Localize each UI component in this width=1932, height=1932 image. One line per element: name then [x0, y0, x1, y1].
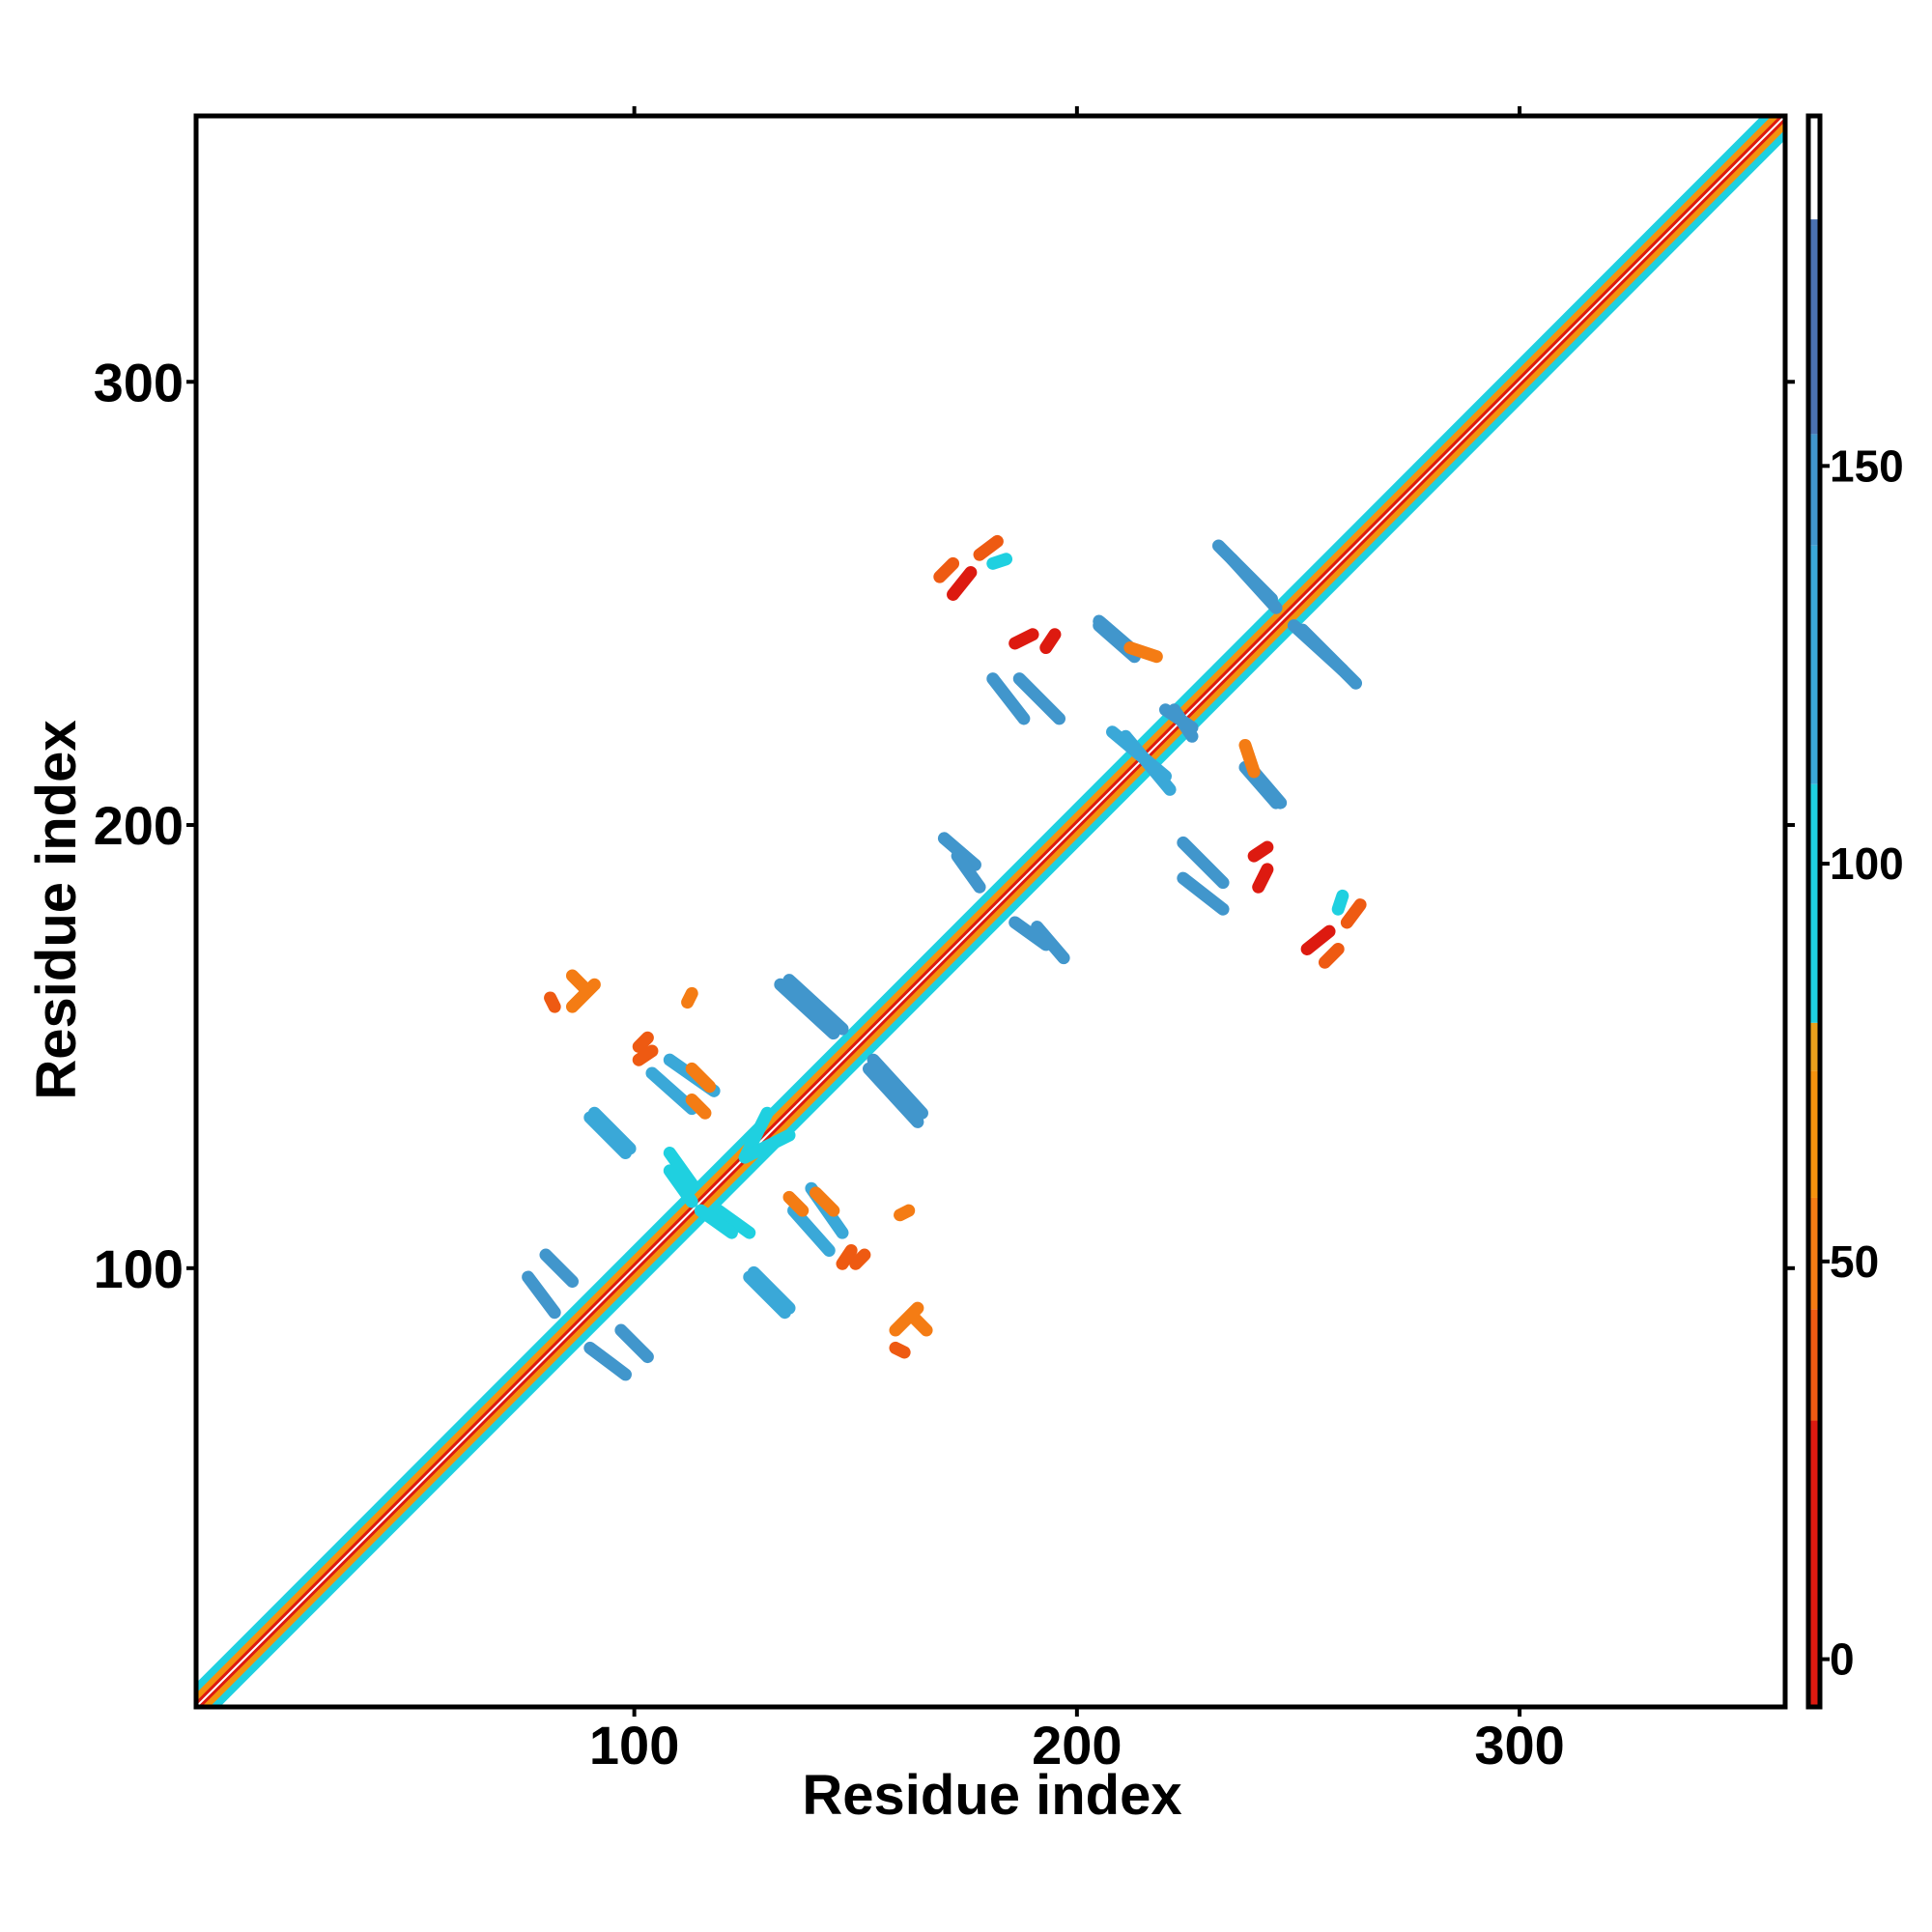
- contact-segment-14: [544, 991, 561, 1013]
- contact-segment-mirror-26: [1340, 898, 1367, 929]
- contact-segment-0: [583, 1341, 632, 1381]
- colorbar-band-9: [1808, 116, 1820, 220]
- diagonal-band-2: [196, 116, 1781, 1701]
- colorbar-band-2: [1808, 1197, 1820, 1310]
- colorbar-tick-label: 50: [1830, 1236, 1879, 1287]
- colorbar-frame: [1805, 113, 1823, 1710]
- contact-segment-7: [663, 1164, 698, 1208]
- contact-segment-22: [1177, 836, 1230, 890]
- colorbar-band-4: [1808, 1022, 1820, 1071]
- contact-segment-mirror-27: [1252, 863, 1274, 894]
- contact-segment-mirror-14: [889, 1341, 911, 1359]
- y-tick-label: 100: [94, 1238, 184, 1299]
- x-axis-label: Residue index: [802, 1764, 1181, 1827]
- colorbar-band-0: [1808, 1420, 1820, 1707]
- contact-segment-8: [587, 1106, 637, 1155]
- contact-segment-10: [685, 1093, 712, 1120]
- contact-segment-mirror-24: [1225, 553, 1283, 614]
- contact-segment-mirror-25: [1318, 942, 1345, 969]
- axes: 100 200 300 100 200 300: [94, 106, 1795, 1776]
- contact-segment-mirror-19: [1106, 725, 1172, 783]
- contact-segment-9: [645, 1066, 698, 1116]
- contact-segment-mirror-6: [685, 1062, 717, 1094]
- colorbar-band-1: [1808, 1309, 1820, 1421]
- contact-segment-mirror-30: [1039, 628, 1062, 655]
- contact-segment-mirror-17: [1177, 871, 1230, 916]
- colorbar-band-7: [1808, 434, 1820, 546]
- contact-segment-11: [862, 1062, 924, 1128]
- contact-segment-12: [782, 974, 849, 1036]
- contact-segment-mirror-16: [951, 849, 986, 894]
- diagonal-core: [196, 116, 1785, 1707]
- colorbar-tick-label: 100: [1830, 838, 1904, 889]
- x-tick-label: 300: [1474, 1715, 1564, 1776]
- contact-segment-mirror-20: [1158, 703, 1199, 734]
- contact-segment-32: [894, 1204, 916, 1222]
- diagonal-band-3: [200, 122, 1785, 1707]
- contact-segment-33: [849, 1248, 871, 1270]
- contact-segment-mirror-29: [986, 553, 1013, 570]
- y-axis-label: Residue index: [25, 720, 88, 1099]
- x-tick-label: 100: [589, 1715, 679, 1776]
- contact-segment-mirror-13: [906, 1310, 933, 1337]
- colorbar-tick-label: 150: [1830, 440, 1904, 491]
- diagonal-band-0: [196, 116, 1775, 1692]
- y-tick-label: 200: [94, 795, 184, 856]
- diagonal-band-1: [207, 130, 1785, 1707]
- colorbar-band-8: [1808, 219, 1820, 435]
- contact-segment-31: [1238, 738, 1261, 779]
- contact-segment-mirror-12: [867, 1053, 928, 1120]
- contact-segment-26: [973, 534, 1004, 561]
- contact-segment-mirror-28: [947, 566, 978, 601]
- contact-segment-25: [933, 556, 960, 583]
- heatmap-cells: [196, 116, 1785, 1707]
- colorbar-band-3: [1808, 1070, 1820, 1198]
- contact-segment-24: [1287, 619, 1350, 676]
- y-tick-label: 300: [94, 352, 184, 412]
- plot-frame: [193, 113, 1788, 1710]
- contact-segment-28: [1300, 924, 1336, 955]
- contact-segment-mirror-31: [1123, 641, 1163, 664]
- contact-segment-1: [539, 1248, 579, 1289]
- contact-segment-17: [986, 672, 1031, 725]
- colorbar-tick-label: 0: [1830, 1634, 1855, 1685]
- contact-segment-29: [1331, 889, 1350, 916]
- contact-segment-mirror-8: [747, 1265, 796, 1315]
- contact-segment-mirror-1: [614, 1323, 654, 1364]
- heatmap-plot-area: [196, 116, 1785, 1707]
- contact-segment-mirror-34: [836, 1243, 858, 1270]
- contact-segment-mirror-9: [787, 1204, 836, 1257]
- contact-segment-mirror-22: [1012, 672, 1066, 725]
- colorbar-band-6: [1808, 545, 1820, 784]
- contact-segment-34: [632, 1044, 659, 1066]
- contact-segment-27: [1009, 628, 1039, 650]
- colorbar: 0 50 100 150: [1805, 113, 1904, 1710]
- colorbar-band-5: [1808, 783, 1820, 1023]
- contact-segment-mirror-4: [663, 1147, 698, 1191]
- contact-segment-6: [810, 1186, 840, 1217]
- contact-segment-mirror-11: [774, 978, 840, 1040]
- contact-segment-mirror-0: [522, 1270, 561, 1320]
- contact-segment-mirror-35: [738, 1128, 796, 1164]
- contact-segment-mirror-32: [681, 986, 698, 1009]
- contact-segment-mirror-33: [632, 1031, 654, 1053]
- contact-segment-mirror-10: [782, 1190, 810, 1217]
- x-tick-label: 200: [1032, 1715, 1122, 1776]
- contact-segment-30: [1247, 840, 1274, 863]
- contact-segment-13: [565, 969, 592, 996]
- contact-segment-4: [712, 1204, 756, 1239]
- contact-segment-16: [1009, 916, 1053, 952]
- contact-segment-mirror-7: [694, 1204, 738, 1239]
